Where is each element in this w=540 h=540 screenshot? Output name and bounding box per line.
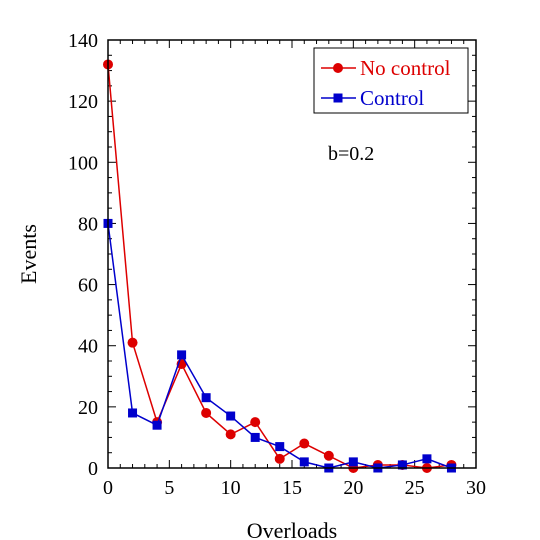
data-point xyxy=(225,429,236,440)
data-point xyxy=(250,432,260,442)
x-tick-label: 15 xyxy=(282,477,302,499)
y-tick-label: 40 xyxy=(78,336,98,358)
data-point xyxy=(226,411,236,421)
series-1 xyxy=(103,218,456,473)
y-tick-label: 140 xyxy=(68,30,98,52)
data-point xyxy=(299,457,309,467)
data-point xyxy=(323,450,334,461)
x-tick-label: 30 xyxy=(466,477,486,499)
y-tick-label: 60 xyxy=(78,275,98,297)
y-axis-label: Events xyxy=(16,224,41,284)
legend-marker xyxy=(333,93,343,103)
data-point xyxy=(348,457,358,467)
series-group xyxy=(103,59,457,473)
legend-label: Control xyxy=(360,86,424,110)
y-tick-label: 80 xyxy=(78,213,98,235)
data-point xyxy=(128,408,138,418)
data-point xyxy=(250,417,261,428)
y-tick-label: 20 xyxy=(78,397,98,419)
data-point xyxy=(397,460,407,470)
tick-labels: 0 5 10 15 20 25 30 0 20 40 60 80 100 120 140 xyxy=(68,30,486,499)
y-tick-label: 120 xyxy=(68,91,98,113)
data-point xyxy=(152,420,162,430)
data-point xyxy=(177,350,187,360)
y-tick-label: 0 xyxy=(88,458,98,480)
series-0 xyxy=(103,59,457,473)
plot-frame xyxy=(107,39,477,469)
x-tick-label: 0 xyxy=(103,477,113,499)
data-point xyxy=(201,393,211,403)
data-point xyxy=(201,407,212,418)
x-tick-label: 5 xyxy=(164,477,174,499)
x-tick-label: 20 xyxy=(343,477,363,499)
series-line xyxy=(107,64,452,469)
y-tick-label: 100 xyxy=(68,152,98,174)
data-point xyxy=(127,337,138,348)
annotation-text: b=0.2 xyxy=(328,143,374,165)
series-line xyxy=(107,223,452,469)
data-point xyxy=(422,454,432,464)
legend-label: No control xyxy=(360,56,451,80)
x-tick-label: 10 xyxy=(221,477,241,499)
legend-marker xyxy=(333,63,343,73)
data-point xyxy=(274,453,285,464)
data-point xyxy=(299,438,310,449)
x-axis-label: Overloads xyxy=(247,518,337,540)
legend: No control Control xyxy=(313,47,469,114)
data-point xyxy=(275,442,285,452)
x-tick-label: 25 xyxy=(405,477,425,499)
